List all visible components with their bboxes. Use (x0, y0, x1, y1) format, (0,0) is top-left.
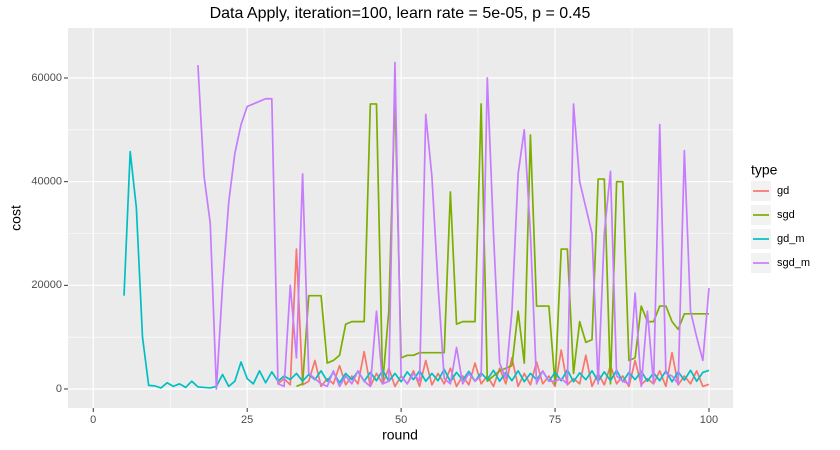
legend-label: gd (777, 185, 789, 197)
x-tick-label: 100 (700, 414, 718, 426)
x-tick-label: 0 (90, 414, 96, 426)
y-tick-label: 60000 (31, 72, 62, 84)
x-tick-label: 50 (395, 414, 407, 426)
series-line (197, 61, 710, 390)
legend-label: sgd_m (777, 257, 810, 269)
x-tick-label: 25 (241, 414, 253, 426)
grid (68, 28, 733, 408)
x-axis-title: round (382, 427, 418, 443)
series-line (277, 248, 710, 388)
series-line (123, 150, 710, 389)
y-tick-label: 40000 (31, 176, 62, 188)
legend-label: sgd (777, 209, 795, 221)
y-tick-label: 0 (56, 383, 62, 395)
x-tick-label: 75 (549, 414, 561, 426)
y-axis-title: cost (8, 205, 24, 231)
legend-title: type (751, 162, 778, 178)
legend-label: gd_m (777, 233, 805, 245)
lines (123, 61, 710, 390)
chart-title: Data Apply, iteration=100, learn rate = … (210, 5, 591, 22)
axes: 0 25 50 75 100 0 20000 40000 60000 (31, 72, 718, 426)
y-tick-label: 20000 (31, 279, 62, 291)
legend: type gd sgd gd_m sgd_m (751, 162, 810, 273)
